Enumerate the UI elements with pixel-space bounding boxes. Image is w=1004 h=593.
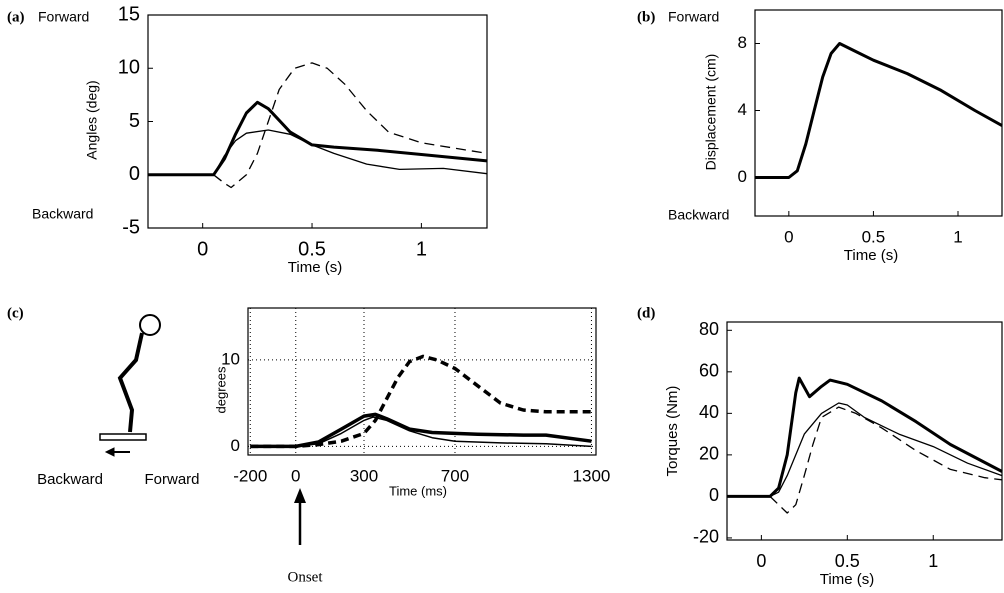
y-tick-label: 10 bbox=[118, 57, 140, 79]
xlabel: Time (s) bbox=[820, 571, 874, 588]
x-tick-label: 0.5 bbox=[835, 551, 860, 571]
line bbox=[213, 62, 488, 189]
y-tick-label: 10 bbox=[221, 349, 240, 368]
line bbox=[148, 100, 488, 177]
line bbox=[250, 354, 592, 449]
y-tick-label: 5 bbox=[129, 110, 140, 132]
y-tick-label: 80 bbox=[699, 319, 719, 339]
plot-frame bbox=[754, 9, 1003, 217]
plot-frame bbox=[147, 14, 488, 229]
plot-frame bbox=[726, 321, 1003, 541]
ylabel: Torques (Nm) bbox=[664, 386, 681, 477]
x-tick-label: -200 bbox=[233, 466, 267, 485]
x-tick-label: 0.5 bbox=[862, 227, 886, 246]
forward: Forward bbox=[38, 9, 89, 25]
xlabel: Time (s) bbox=[288, 259, 342, 276]
y-tick-label: 0 bbox=[738, 167, 747, 186]
line bbox=[769, 406, 1003, 514]
y-tick-label: 20 bbox=[699, 444, 719, 464]
panel-label: (d) bbox=[637, 305, 655, 321]
x-tick-label: 0 bbox=[756, 551, 766, 571]
ylabel: Angles (deg) bbox=[84, 80, 100, 159]
line bbox=[727, 376, 1003, 498]
x-tick-label: 700 bbox=[441, 466, 469, 485]
onset-arrow bbox=[294, 488, 306, 545]
backward: Backward bbox=[32, 206, 93, 222]
line bbox=[250, 412, 592, 449]
y-tick-label: -20 bbox=[693, 527, 719, 547]
x-tick-label: 0 bbox=[784, 227, 793, 246]
forward: Forward bbox=[144, 471, 199, 488]
x-tick-label: 0 bbox=[291, 466, 300, 485]
stick-figure bbox=[99, 314, 161, 457]
ylabel: degrees bbox=[213, 366, 228, 413]
xlabel: Time (ms) bbox=[389, 483, 447, 498]
ylabel: Displacement (cm) bbox=[703, 54, 719, 171]
y-tick-label: 15 bbox=[118, 3, 140, 25]
y-tick-label: 0 bbox=[231, 436, 240, 455]
x-tick-label: 300 bbox=[350, 466, 378, 485]
forward: Forward bbox=[668, 9, 719, 25]
line bbox=[727, 402, 1003, 498]
line bbox=[755, 42, 1003, 179]
y-tick-label: 8 bbox=[738, 33, 747, 52]
y-tick-label: 60 bbox=[699, 361, 719, 381]
line bbox=[148, 129, 488, 176]
panel-label: (a) bbox=[7, 9, 25, 25]
y-tick-label: 0 bbox=[709, 485, 719, 505]
x-tick-label: 0 bbox=[197, 238, 208, 260]
plot-frame bbox=[247, 307, 597, 456]
y-tick-label: 40 bbox=[699, 402, 719, 422]
backward: Backward bbox=[37, 471, 103, 488]
y-tick-label: 0 bbox=[129, 163, 140, 185]
backward: Backward bbox=[668, 207, 729, 223]
xlabel: Time (s) bbox=[844, 247, 898, 264]
annotation: Onset bbox=[288, 569, 324, 585]
x-tick-label: 1300 bbox=[573, 466, 611, 485]
x-tick-label: 1 bbox=[416, 238, 427, 260]
y-tick-label: -5 bbox=[122, 216, 140, 238]
panel-label: (b) bbox=[637, 9, 655, 25]
x-tick-label: 1 bbox=[928, 551, 938, 571]
x-tick-label: 1 bbox=[953, 227, 962, 246]
x-tick-label: 0.5 bbox=[298, 238, 326, 260]
y-tick-label: 4 bbox=[738, 100, 747, 119]
panel-label: (c) bbox=[7, 305, 24, 321]
